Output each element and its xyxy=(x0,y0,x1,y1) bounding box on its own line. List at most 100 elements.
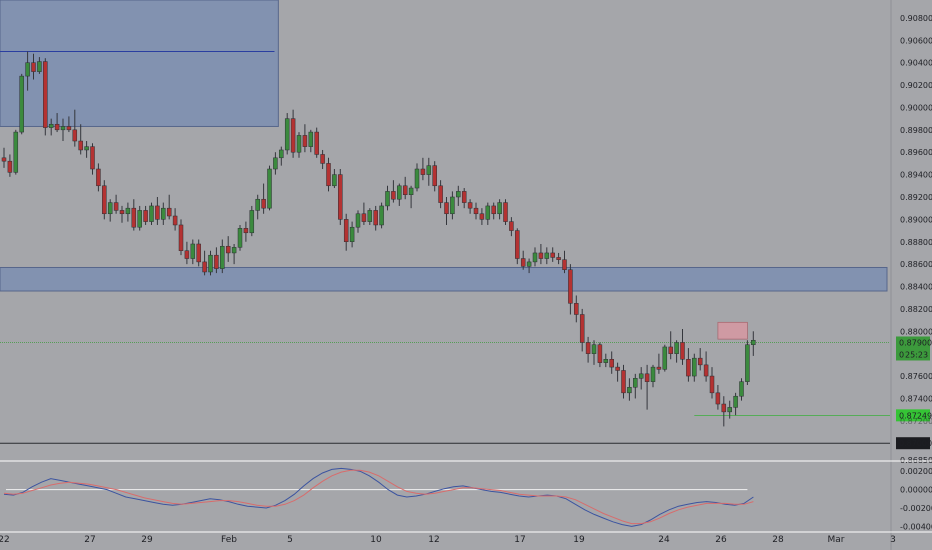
candle-body xyxy=(66,126,72,131)
candle-body xyxy=(520,258,526,267)
candle-body xyxy=(361,213,367,222)
middle-demand-zone xyxy=(0,266,888,292)
candle-body xyxy=(461,191,467,203)
candle-body xyxy=(597,344,603,363)
candle-body xyxy=(60,126,66,131)
level-price-label-box xyxy=(896,437,930,450)
candle-body xyxy=(84,146,89,151)
candle-body xyxy=(90,146,95,170)
candle-body xyxy=(137,210,142,228)
price-tick-label: 0.88800 xyxy=(900,238,932,247)
candle-body xyxy=(184,250,190,259)
candle-body xyxy=(302,135,308,147)
candle-body xyxy=(526,261,532,267)
last-price-label-box xyxy=(896,336,930,349)
candle-body xyxy=(733,395,738,408)
candle-body xyxy=(143,210,148,222)
countdown-prefix: 0 xyxy=(899,350,904,359)
candle-body xyxy=(662,346,668,370)
candle-body xyxy=(709,375,715,394)
candle-body xyxy=(332,174,337,187)
price-tick-label: 0.87400 xyxy=(900,394,932,403)
date-tick-label: Feb xyxy=(221,535,237,545)
candle-body xyxy=(273,157,278,170)
candle-body xyxy=(231,247,237,254)
candle-body xyxy=(296,135,302,153)
date-tick-label: 5 xyxy=(287,535,293,545)
candle-body xyxy=(402,185,408,195)
candle-body xyxy=(532,252,538,263)
candle-body xyxy=(751,339,756,345)
candle-body xyxy=(225,245,231,254)
candle-body xyxy=(314,131,319,155)
price-tick-label: 0.88000 xyxy=(900,327,932,336)
candle-body xyxy=(556,257,561,260)
candle-body xyxy=(1,157,7,162)
candle-body xyxy=(456,191,461,198)
price-tick-label: 0.90800 xyxy=(900,14,932,23)
candle-body xyxy=(739,381,744,397)
oscillator-tick-label: -0.00200 xyxy=(900,504,932,513)
candle-body xyxy=(497,202,502,215)
candle-body xyxy=(479,213,485,220)
candle-body xyxy=(473,207,479,215)
date-tick-label: 28 xyxy=(772,535,784,545)
candle-body xyxy=(373,210,378,226)
candle-body xyxy=(420,168,426,175)
candle-body xyxy=(650,366,656,382)
candle-body xyxy=(243,228,249,234)
candle-body xyxy=(450,196,455,215)
candle-body xyxy=(43,61,48,128)
date-tick-label: 3 xyxy=(890,535,896,545)
price-tick-label: 0.89600 xyxy=(900,148,932,157)
candle-body xyxy=(155,205,160,220)
candle-body xyxy=(379,205,384,226)
candle-body xyxy=(391,191,396,200)
candle-body xyxy=(715,392,721,405)
candle-body xyxy=(261,198,266,209)
candle-body xyxy=(426,165,432,175)
candle-body xyxy=(568,269,573,304)
candle-body xyxy=(438,185,443,203)
candle-body xyxy=(267,168,272,209)
candle-body xyxy=(515,230,520,259)
candle-body xyxy=(621,370,626,394)
candle-body xyxy=(544,252,550,259)
candle-body xyxy=(633,378,638,388)
candle-body xyxy=(414,168,420,189)
candle-body xyxy=(172,215,178,226)
support-price-label: 0.87249 xyxy=(899,411,932,420)
candle-body xyxy=(31,62,36,72)
candle-body xyxy=(591,344,597,354)
candle-body xyxy=(585,342,591,354)
price-tick-label: 0.88400 xyxy=(900,283,932,292)
oscillator-tick-label: -0.00400 xyxy=(900,522,932,531)
candle-body xyxy=(78,140,83,151)
candle-body xyxy=(603,359,609,363)
date-tick-label: 29 xyxy=(141,535,153,545)
candle-body xyxy=(703,364,709,377)
last-price-label: 0.87900 xyxy=(899,338,932,347)
price-axis: 0.90800 0.90600 0.90400 0.90200 0.90000 0.898… xyxy=(900,14,932,465)
countdown-box xyxy=(896,348,930,361)
candle-body xyxy=(727,407,732,413)
countdown-label: 25:23 xyxy=(905,350,928,359)
candle-body xyxy=(161,207,166,220)
oscillator-series-1 xyxy=(3,467,754,527)
candle-body xyxy=(349,226,355,243)
candle-body xyxy=(627,387,632,394)
price-tick-label: 0.88600 xyxy=(900,260,932,269)
candle-body xyxy=(686,359,691,377)
candle-body xyxy=(615,366,620,371)
oscillator-tick-label: 0.00000 xyxy=(900,486,932,495)
candle-body xyxy=(54,123,60,131)
candle-body xyxy=(320,154,325,164)
candle-body xyxy=(113,202,119,211)
candle-body xyxy=(284,118,290,151)
candle-body xyxy=(72,129,78,142)
candle-body xyxy=(367,210,373,222)
price-tick-label: 0.89200 xyxy=(900,193,932,202)
candle-body xyxy=(503,202,508,222)
